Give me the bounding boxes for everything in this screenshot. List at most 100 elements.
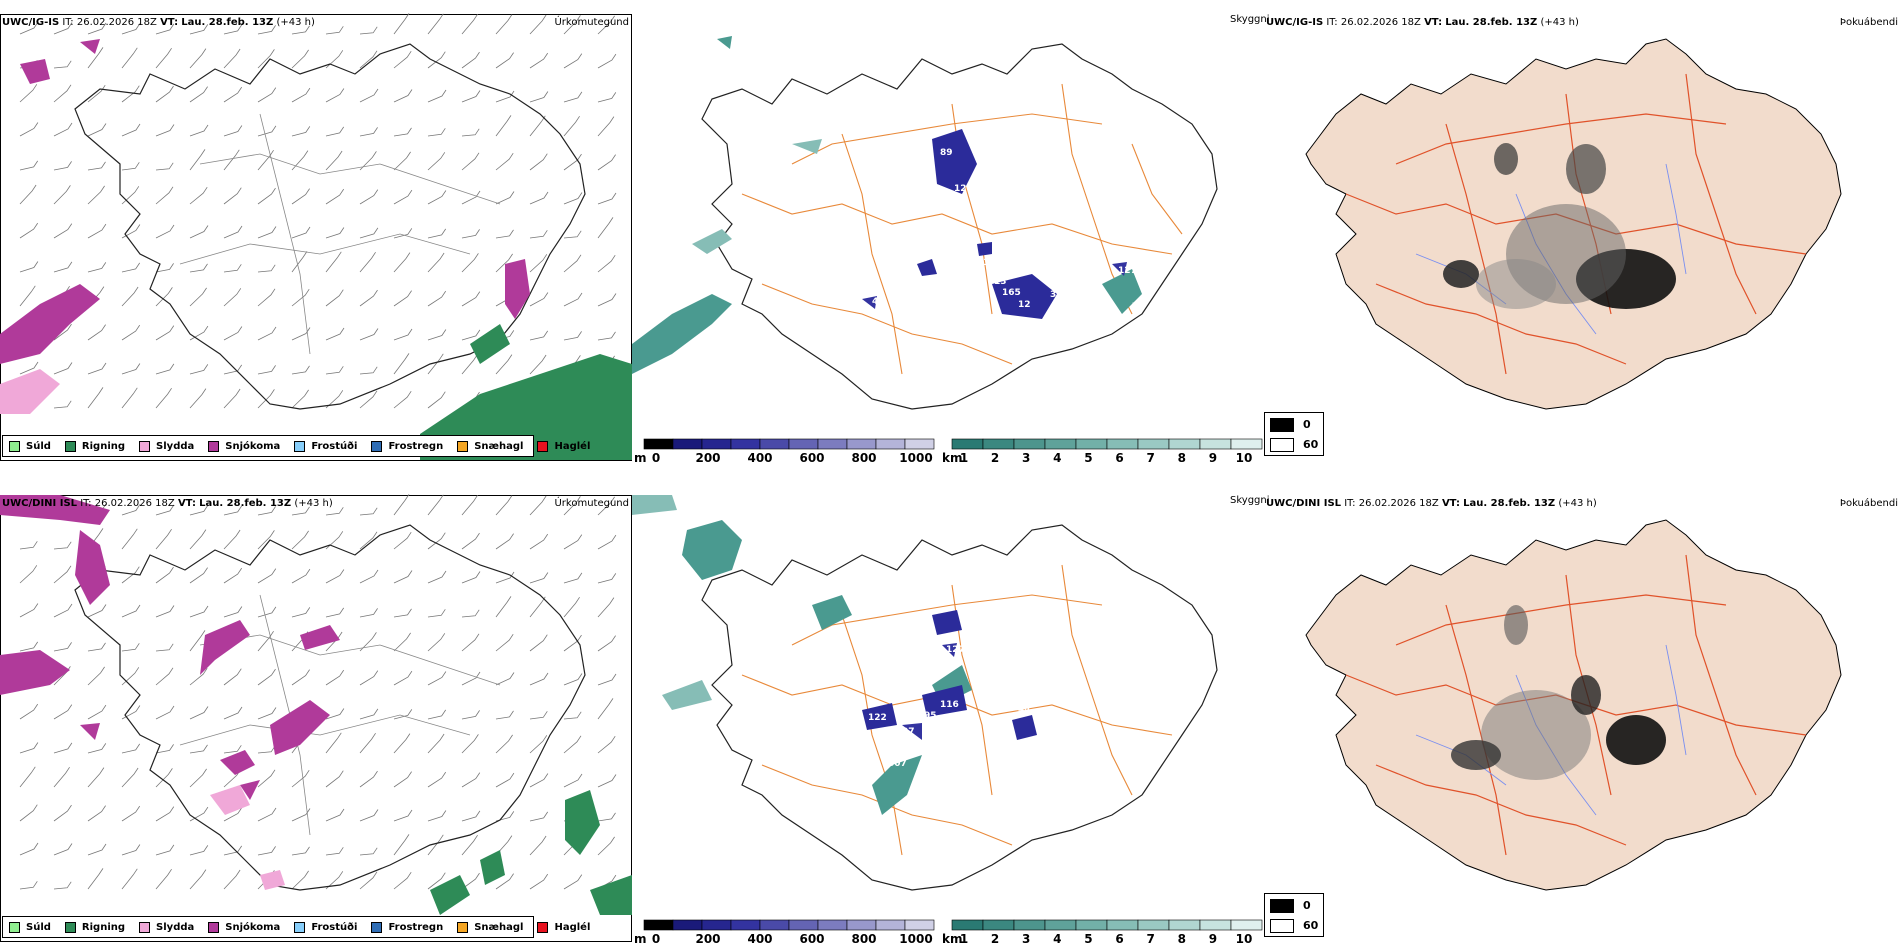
wind-barb (189, 225, 209, 239)
wind-barb (19, 84, 38, 103)
wind-barb (155, 643, 174, 652)
wind-barb (529, 330, 549, 341)
wind-barb (291, 251, 308, 273)
colorbar-tick: 6 (1115, 451, 1124, 465)
rain-area (470, 324, 510, 364)
legend-swatch (371, 921, 383, 933)
wind-barb (597, 597, 615, 618)
wind-barb (529, 835, 547, 856)
wind-barb (155, 868, 172, 890)
wind-barb (495, 672, 515, 686)
wind-barb (291, 769, 310, 788)
wind-barb (325, 808, 345, 822)
visibility-area (692, 229, 732, 254)
wind-barb (495, 710, 514, 720)
wind-barb (529, 572, 549, 584)
wind-barb (427, 671, 447, 686)
ceiling-label: 127 (954, 184, 973, 194)
legend-item-frostregn: Frostregn (371, 921, 443, 933)
legend-label: Súld (26, 921, 51, 933)
wind-barb (257, 365, 276, 375)
wind-barb (189, 505, 209, 516)
wind-barb (257, 226, 277, 239)
wind-barb (291, 49, 309, 69)
wind-barb (223, 326, 243, 341)
visibility-segment (951, 438, 984, 450)
ceiling-segment (701, 919, 732, 931)
wind-barb (325, 289, 344, 307)
legend-label: Snæhagl (474, 440, 524, 452)
wind-barb (597, 217, 614, 239)
wind-barb (325, 708, 345, 720)
wind-barb (325, 251, 342, 273)
wind-barb (597, 496, 615, 516)
wind-barb (257, 149, 274, 171)
wind-barb (393, 531, 412, 550)
wind-barb (359, 632, 377, 652)
wind-barb (19, 222, 39, 239)
wind-barb (53, 642, 72, 652)
visibility-segment (982, 919, 1015, 931)
wind-barb (563, 572, 583, 584)
ceiling-label: 189 (1048, 722, 1067, 732)
wind-barbs (19, 494, 617, 890)
wind-barb (291, 846, 310, 856)
lead-time: (+43 h) (1558, 498, 1597, 509)
colorbar-tick: 1000 (899, 932, 933, 946)
wind-barb (155, 705, 175, 720)
wind-barb (359, 50, 378, 69)
wind-barb (87, 324, 106, 341)
wind-barb (495, 152, 514, 171)
ceiling-segment (846, 919, 877, 931)
wind-barb (53, 223, 73, 239)
wind-barb (461, 253, 479, 273)
wind-barb (325, 26, 344, 35)
snow-area (80, 723, 100, 740)
wind-barb (495, 734, 513, 754)
wind-barb (121, 363, 141, 375)
wind-barb (461, 609, 480, 618)
wind-barb (223, 529, 241, 550)
model-name: UWC/IG-IS (1266, 17, 1324, 28)
wind-barb (155, 85, 174, 103)
wind-barb (393, 871, 412, 890)
wind-barb (427, 252, 445, 273)
ceiling-label: 32 (1050, 290, 1063, 300)
wind-barb (563, 534, 583, 550)
wind-barb (155, 47, 172, 69)
title-2-precip: UWC/DINI ISL IT: 26.02.2026 18Z VT: Lau.… (2, 498, 333, 509)
ceiling-segment (701, 438, 732, 450)
visibility-segment (1199, 438, 1232, 450)
ceiling-area (942, 643, 957, 657)
colorbar-tick: 3 (1022, 932, 1031, 946)
wind-barb (223, 225, 243, 239)
wind-barb (53, 362, 73, 375)
lead-time: (+43 h) (276, 17, 315, 28)
wind-barb (257, 125, 277, 137)
wind-barb (359, 127, 378, 137)
wind-barb (563, 115, 580, 137)
wind-barb (223, 288, 242, 307)
wind-barb (325, 871, 344, 890)
title-2-fog: UWC/DINI ISL IT: 26.02.2026 18Z VT: Lau.… (1266, 498, 1597, 509)
wind-barb (257, 769, 276, 788)
wind-barb (325, 770, 344, 788)
visibility-segment (1168, 919, 1201, 931)
lead-time: (+43 h) (1540, 17, 1579, 28)
wind-barb (87, 868, 104, 890)
ceiling-segment (846, 438, 877, 450)
ceiling-area (932, 610, 962, 635)
legend-swatch (208, 440, 220, 452)
legend-swatch (9, 440, 20, 452)
wind-barb (291, 226, 311, 239)
fog-area (1481, 690, 1591, 780)
wind-barb (359, 227, 379, 239)
visibility-unit: km (942, 451, 963, 465)
ceiling-colorbar: m 0 200 400 600 800 1000 (634, 919, 935, 950)
wind-barb (325, 607, 345, 618)
visibility-segment (951, 919, 984, 931)
ceiling-label: 13 (892, 276, 905, 286)
wind-barb (121, 387, 138, 409)
wind-barb (393, 733, 411, 754)
wind-barb (325, 507, 344, 516)
